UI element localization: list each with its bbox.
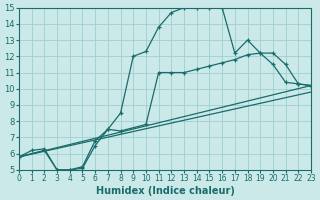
X-axis label: Humidex (Indice chaleur): Humidex (Indice chaleur) bbox=[96, 186, 235, 196]
